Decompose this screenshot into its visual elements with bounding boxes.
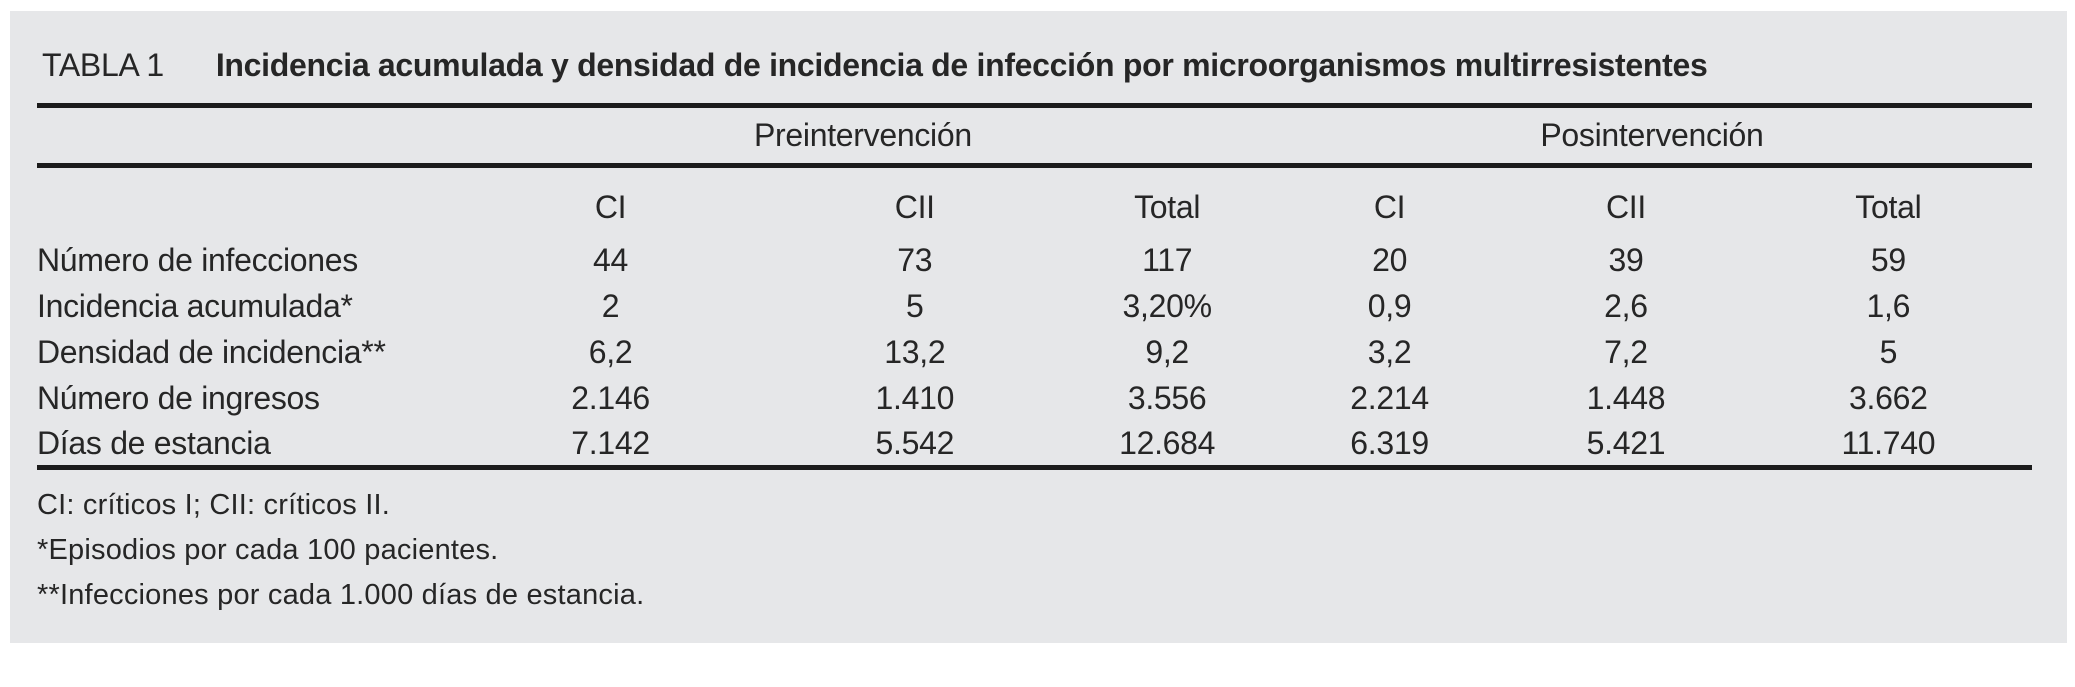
table-row-admissions: Número de ingresos 2.146 1.410 3.556 2.2… <box>37 376 2032 422</box>
group-header-preintervention: Preintervención <box>453 105 1272 168</box>
cell-value: 44 <box>593 242 629 278</box>
row-label: Número de infecciones <box>37 242 358 278</box>
table-title: Incidencia acumulada y densidad de incid… <box>215 47 1708 83</box>
cell-value: 5 <box>906 288 924 324</box>
column-header-post-ci: CI <box>1373 188 1406 225</box>
column-header-post-total: Total <box>1855 188 1922 225</box>
cell-value: 2,6 <box>1604 288 1648 324</box>
table-footnotes: CI: críticos I; CII: críticos II. *Episo… <box>37 483 2067 618</box>
row-label: Días de estancia <box>37 421 454 470</box>
incidence-table: Preintervención Posintervención CI CII T… <box>37 103 2032 470</box>
footnote-single-asterisk: *Episodios por cada 100 pacientes. <box>37 534 499 566</box>
cell-value: 7.142 <box>453 421 768 470</box>
cell-value: 11.740 <box>1744 421 2032 470</box>
table-row-cumulative-incidence: Incidencia acumulada* 2 5 3,20% 0,9 2,6 … <box>37 284 2032 330</box>
cell-value: 1,6 <box>1866 288 1911 324</box>
column-header-spacer <box>37 166 454 238</box>
column-header-pre-total: Total <box>1134 188 1201 225</box>
cell-value: 2.214 <box>1350 380 1429 416</box>
cell-value: 1.448 <box>1586 380 1666 416</box>
cell-value: 3,20% <box>1122 288 1213 324</box>
row-label: Número de ingresos <box>37 380 320 416</box>
footnote-abbreviations: CI: críticos I; CII: críticos II. <box>37 489 391 521</box>
cell-value: 3.662 <box>1849 380 1928 416</box>
cell-value: 39 <box>1608 242 1644 278</box>
cell-value: 0,9 <box>1367 288 1412 324</box>
cell-value: 117 <box>1142 242 1193 278</box>
column-header-pre-ci: CI <box>594 188 627 225</box>
cell-value: 59 <box>1870 242 1906 278</box>
table-number-label: TABLA 1 <box>42 47 164 83</box>
column-header-pre-cii: CII <box>894 188 935 225</box>
cell-value: 6,2 <box>588 334 633 370</box>
group-header-postintervention: Posintervención <box>1271 105 2032 168</box>
column-header-post-cii: CII <box>1605 188 1646 225</box>
cell-value: 12.684 <box>1062 421 1272 470</box>
cell-value: 9,2 <box>1145 334 1189 370</box>
footnote-double-asterisk: **Infecciones por cada 1.000 días de est… <box>37 579 645 611</box>
column-header-row: CI CII Total CI CII Total <box>37 166 2032 238</box>
row-label: Densidad de incidencia** <box>37 334 386 370</box>
cell-value: 3,2 <box>1367 334 1412 370</box>
group-header-spacer <box>37 105 454 168</box>
cell-value: 73 <box>897 242 933 278</box>
cell-value: 5.421 <box>1507 421 1745 470</box>
table-row-infections: Número de infecciones 44 73 117 20 39 59 <box>37 238 2032 284</box>
cell-value: 1.410 <box>875 380 955 416</box>
cell-value: 6.319 <box>1271 421 1508 470</box>
table-row-incidence-density: Densidad de incidencia** 6,2 13,2 9,2 3,… <box>37 330 2032 376</box>
group-header-row: Preintervención Posintervención <box>37 105 2032 168</box>
cell-value: 3.556 <box>1127 380 1207 416</box>
table-row-stay-days: Días de estancia 7.142 5.542 12.684 6.31… <box>37 421 2032 470</box>
cell-value: 5.542 <box>767 421 1063 470</box>
row-label: Incidencia acumulada* <box>37 288 353 324</box>
cell-value: 5 <box>1879 334 1898 370</box>
cell-value: 2.146 <box>571 380 650 416</box>
table-panel: TABLA 1 Incidencia acumulada y densidad d… <box>10 11 2067 643</box>
cell-value: 13,2 <box>884 334 946 370</box>
cell-value: 2 <box>601 288 620 324</box>
cell-value: 20 <box>1372 242 1408 278</box>
cell-value: 7,2 <box>1604 334 1648 370</box>
table-caption: TABLA 1 Incidencia acumulada y densidad d… <box>10 11 2067 103</box>
